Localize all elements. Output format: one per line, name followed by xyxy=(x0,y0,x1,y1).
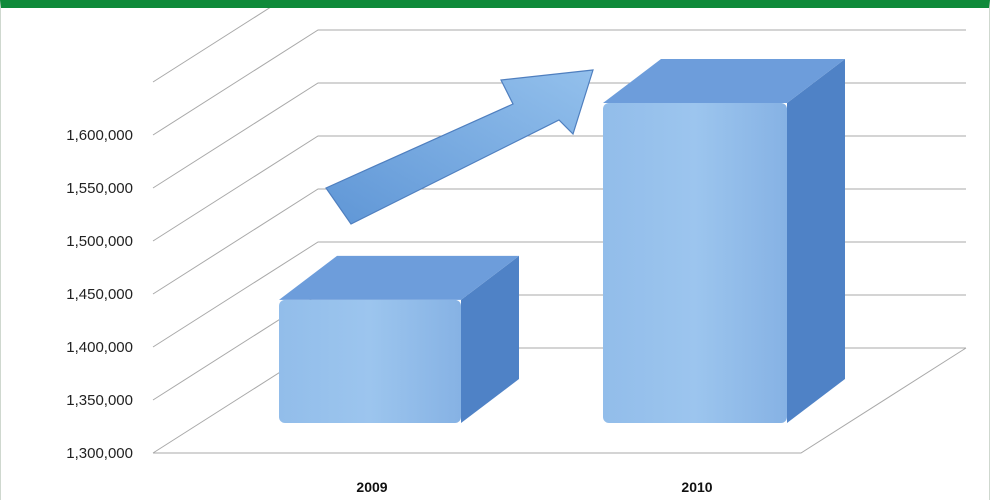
y-tick-label: 1,500,000 xyxy=(66,233,133,250)
x-axis-labels: 2009 2010 xyxy=(356,479,712,495)
bar-top xyxy=(279,255,519,300)
upward-arrow-icon xyxy=(325,69,594,225)
y-tick-label: 1,350,000 xyxy=(66,392,133,409)
y-axis-ticks: 1,300,000 1,350,000 1,400,000 1,450,000 1,50… xyxy=(66,127,133,462)
floor-edge xyxy=(153,347,967,454)
bar-2009 xyxy=(279,255,519,423)
gridline xyxy=(152,8,271,83)
x-category-label: 2009 xyxy=(356,479,387,495)
bar-side xyxy=(461,255,519,423)
bar-front xyxy=(279,299,461,423)
gridline xyxy=(152,29,966,136)
gridlines xyxy=(152,8,967,454)
bar-side xyxy=(787,59,845,423)
x-category-label: 2010 xyxy=(681,479,712,495)
upward-arrow-icon xyxy=(325,69,594,225)
bar-2010 xyxy=(603,59,845,423)
y-tick-label: 1,450,000 xyxy=(66,286,133,303)
bar-chart: 1,300,000 1,350,000 1,400,000 1,450,000 1,50… xyxy=(66,8,967,495)
y-tick-label: 1,400,000 xyxy=(66,339,133,356)
bars xyxy=(279,59,845,423)
bar-top xyxy=(603,59,845,103)
bar-front xyxy=(603,103,787,423)
y-tick-label: 1,600,000 xyxy=(66,127,133,144)
y-tick-label: 1,550,000 xyxy=(66,180,133,197)
y-tick-label: 1,300,000 xyxy=(66,445,133,462)
